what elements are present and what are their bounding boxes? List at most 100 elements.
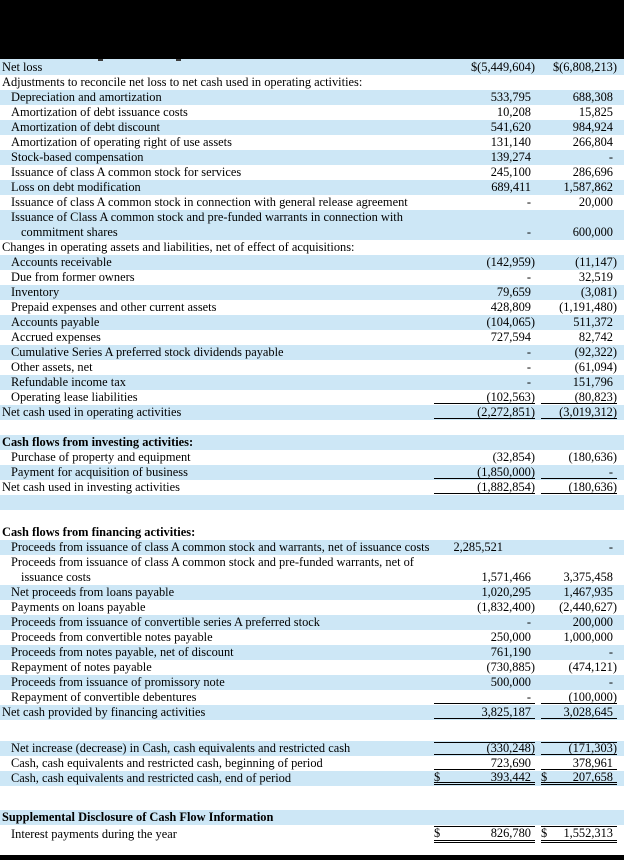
table-row: Payment for acquisition of business (1,85…	[0, 465, 624, 480]
row-label-text: Net increase (decrease) in Cash, cash eq…	[11, 741, 351, 755]
row-label-text: Cash, cash equivalents and restricted ca…	[11, 771, 292, 785]
amount-col1: (2,272,851)	[434, 404, 535, 419]
statement-rows: Net loss $(5,449,604) $(6,808,213) Adjustme…	[0, 59, 624, 844]
amount-col1: -	[434, 360, 535, 374]
amount-col2: (180,636)	[541, 480, 617, 494]
amount-col2: 600,000	[541, 225, 617, 239]
table-row: Issuance of class A common stock for ser…	[0, 165, 624, 180]
row-label: Proceeds from issuance of class A common…	[0, 555, 434, 585]
amount-value: 15,825	[578, 105, 613, 119]
amount-col1: 500,000	[434, 675, 535, 689]
clipped-text-fragment	[98, 59, 103, 61]
row-label: Supplemental Disclosure of Cash Flow Inf…	[0, 810, 617, 825]
row-label-text: Net loss	[2, 59, 43, 74]
amount-col2: (80,823)	[541, 390, 617, 404]
amount-value: 689,411	[491, 180, 531, 194]
table-row: Due from former owners - 32,519	[0, 270, 624, 285]
row-label: Proceeds from issuance of promissory not…	[0, 675, 434, 690]
amount-col1: 1,020,295	[434, 585, 535, 599]
row-label-text: Supplemental Disclosure of Cash Flow Inf…	[2, 810, 274, 824]
row-label: Accounts receivable	[0, 255, 434, 270]
table-row: Proceeds from notes payable, net of disc…	[0, 645, 624, 660]
amount-col2: (171,303)	[541, 741, 617, 755]
amount-col2: 200,000	[541, 615, 617, 629]
amount-col2: (100,000)	[541, 689, 617, 704]
row-label: Repayment of notes payable	[0, 660, 434, 675]
amount-value: (171,303)	[568, 741, 617, 755]
table-row: Net cash provided by financing activitie…	[0, 705, 624, 720]
row-label-text: Accounts payable	[11, 315, 100, 329]
row-label-text: Other assets, net	[11, 360, 93, 374]
row-label-text: Operating lease liabilities	[11, 390, 138, 404]
redaction-bar-bottom	[0, 855, 624, 860]
amount-value: (1,882,854)	[477, 479, 535, 494]
amount-value: (100,000)	[568, 689, 617, 704]
amount-col1: 689,411	[434, 180, 535, 194]
amount-value: -	[526, 224, 531, 239]
amount-value: 1,552,313	[563, 826, 613, 840]
amount-value: (102,563)	[486, 389, 535, 404]
amount-value: 2,285,521	[453, 540, 503, 554]
row-label-text: Accrued expenses	[11, 330, 101, 344]
amount-col2: -	[541, 150, 617, 164]
row-label: Issuance of Class A common stock and pre…	[0, 210, 434, 240]
amount-value: (3,081)	[580, 285, 617, 299]
amount-col2: (3,019,312)	[541, 404, 617, 419]
row-label-text: Cash, cash equivalents and restricted ca…	[11, 756, 323, 770]
row-label-text: Proceeds from issuance of convertible se…	[11, 615, 320, 629]
table-row: Accounts receivable (142,959) (11,147)	[0, 255, 624, 270]
amount-value: -	[608, 464, 613, 479]
amount-col1: (104,065)	[434, 315, 535, 329]
amount-value: 245,100	[490, 165, 531, 179]
row-label: Refundable income tax	[0, 375, 434, 390]
row-label-text: Amortization of debt issuance costs	[11, 105, 188, 119]
amount-value: 286,696	[572, 165, 613, 179]
table-row: Proceeds from issuance of promissory not…	[0, 675, 624, 690]
amount-col1: 533,795	[434, 90, 535, 104]
table-row: Inventory 79,659 (3,081)	[0, 285, 624, 300]
amount-value: 1,020,295	[481, 585, 531, 599]
row-label: Purchase of property and equipment	[0, 450, 434, 465]
table-row: Cash, cash equivalents and restricted ca…	[0, 770, 624, 786]
amount-col2: (474,121)	[541, 660, 617, 674]
amount-value: (3,019,312)	[559, 404, 617, 419]
row-label-wrap-text: commitment shares	[21, 225, 118, 239]
amount-col2: 1,467,935	[541, 585, 617, 599]
amount-col1: (142,959)	[434, 255, 535, 269]
amount-value: 10,208	[496, 105, 531, 119]
amount-value: 200,000	[572, 615, 613, 629]
amount-value: (474,121)	[568, 660, 617, 674]
row-label-text: Stock-based compensation	[11, 150, 144, 164]
row-label-text: Depreciation and amortization	[11, 90, 162, 104]
amount-value: 727,594	[490, 330, 531, 344]
table-row: Refundable income tax - 151,796	[0, 375, 624, 390]
amount-value: -	[526, 270, 531, 284]
row-label: Operating lease liabilities	[0, 390, 434, 405]
amount-col2: $(6,808,213)	[541, 60, 617, 74]
amount-col2: 3,028,645	[541, 705, 617, 719]
blank-row	[0, 786, 624, 810]
section-header-row: Cash flows from financing activities:	[0, 525, 624, 540]
amount-value: (2,272,851)	[477, 404, 535, 419]
row-label: Net cash provided by financing activitie…	[0, 705, 434, 720]
amount-value: 266,804	[572, 135, 613, 149]
row-label: Other assets, net	[0, 360, 434, 375]
amount-value: 1,000,000	[563, 630, 613, 644]
table-row: Amortization of debt issuance costs 10,20…	[0, 105, 624, 120]
row-label: Interest payments during the year	[0, 827, 434, 842]
table-row: Proceeds from issuance of convertible se…	[0, 615, 624, 630]
row-label: Cumulative Series A preferred stock divi…	[0, 345, 434, 360]
amount-value: -	[526, 360, 531, 374]
row-label: Prepaid expenses and other current asset…	[0, 300, 434, 315]
amount-col1: 727,594	[434, 330, 535, 344]
amount-col2: $1,552,313	[541, 826, 617, 843]
table-row: Changes in operating assets and liabilit…	[0, 240, 624, 255]
amount-col2: -	[541, 675, 617, 689]
amount-col1: (330,248)	[434, 741, 535, 755]
amount-col2: $207,658	[541, 770, 617, 785]
amount-col1: 3,825,187	[434, 705, 535, 719]
amount-value: 151,796	[572, 375, 613, 389]
amount-col2: (61,094)	[541, 360, 617, 374]
amount-value: (142,959)	[486, 255, 535, 269]
amount-value: $(5,449,604)	[470, 59, 535, 74]
